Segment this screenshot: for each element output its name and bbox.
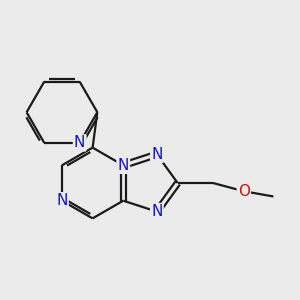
Text: N: N xyxy=(56,193,68,208)
Text: N: N xyxy=(151,204,163,219)
Text: N: N xyxy=(118,158,129,173)
Text: O: O xyxy=(238,184,250,199)
Text: N: N xyxy=(151,147,163,162)
Text: N: N xyxy=(74,135,85,150)
